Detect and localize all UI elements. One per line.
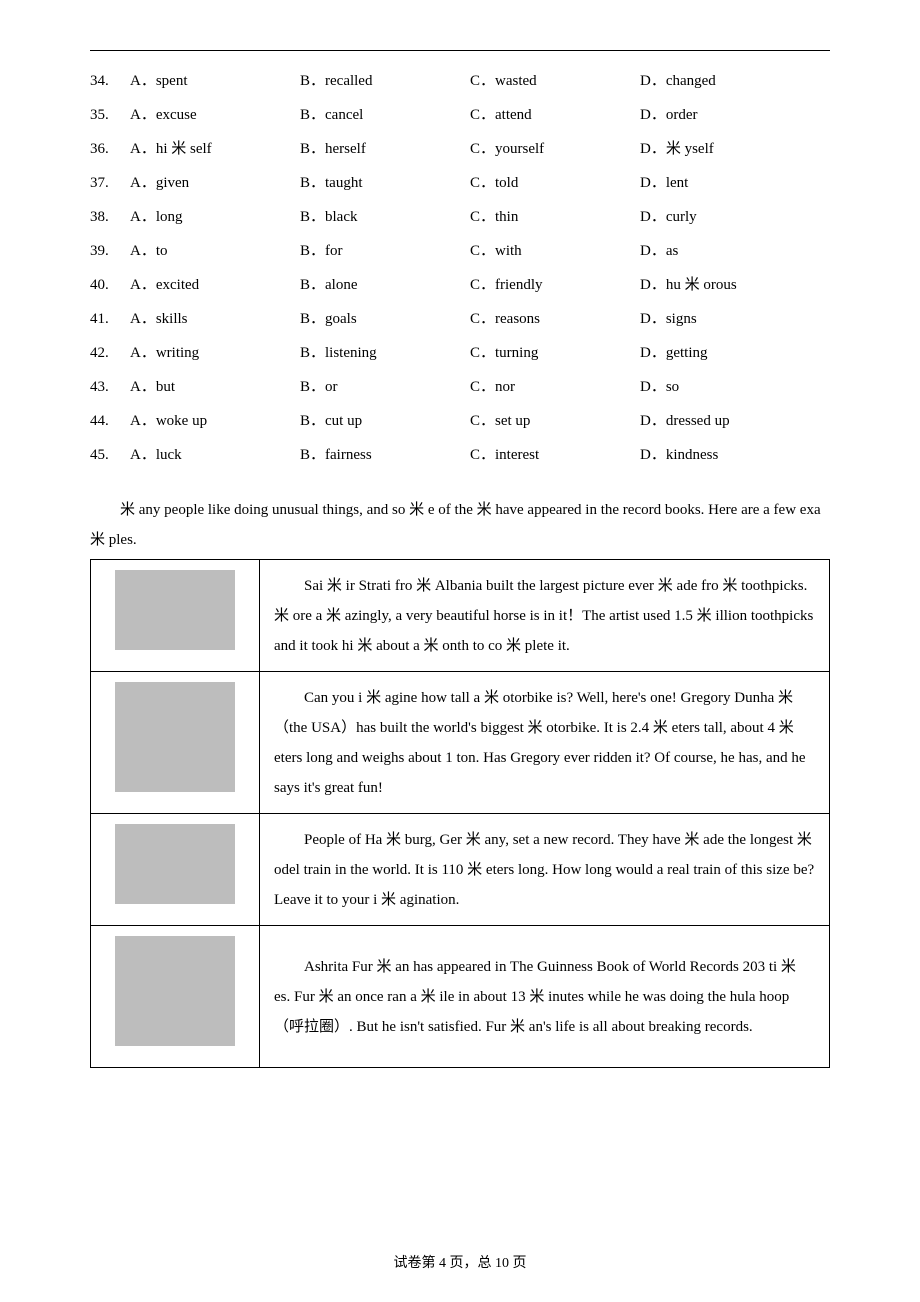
- mc-option-a: A．hi 米 self: [130, 137, 300, 161]
- mc-option-a: A．given: [130, 171, 300, 195]
- record-image-cell: [91, 814, 260, 926]
- mc-row: 39. A．to B．for C．with D．as: [90, 239, 830, 263]
- record-text-cell: People of Ha 米 burg, Ger 米 any, set a ne…: [260, 814, 830, 926]
- mc-option-c: C．nor: [470, 375, 640, 399]
- mc-option-d: D．getting: [640, 341, 810, 365]
- record-image-cell: [91, 672, 260, 814]
- mc-option-b: B．goals: [300, 307, 470, 331]
- mc-option-a: A．woke up: [130, 409, 300, 433]
- mc-option-a: A．spent: [130, 69, 300, 93]
- mc-option-c: C．reasons: [470, 307, 640, 331]
- multiple-choice-block: 34. A．spent B．recalled C．wasted D．change…: [90, 69, 830, 467]
- page: 34. A．spent B．recalled C．wasted D．change…: [0, 0, 920, 1302]
- passage-intro-text: 米 any people like doing unusual things, …: [90, 495, 830, 555]
- page-footer: 试卷第 4 页，总 10 页: [0, 1252, 920, 1272]
- mc-number: 45.: [90, 443, 130, 467]
- mc-row: 44. A．woke up B．cut up C．set up D．dresse…: [90, 409, 830, 433]
- mc-number: 37.: [90, 171, 130, 195]
- mc-option-b: B．black: [300, 205, 470, 229]
- mc-option-c: C．interest: [470, 443, 640, 467]
- record-image-icon: [115, 682, 235, 792]
- mc-number: 44.: [90, 409, 130, 433]
- mc-option-b: B．alone: [300, 273, 470, 297]
- mc-number: 40.: [90, 273, 130, 297]
- records-table: Sai 米 ir Strati fro 米 Albania built the …: [90, 559, 830, 1068]
- mc-row: 34. A．spent B．recalled C．wasted D．change…: [90, 69, 830, 93]
- mc-row: 37. A．given B．taught C．told D．lent: [90, 171, 830, 195]
- mc-number: 34.: [90, 69, 130, 93]
- mc-option-c: C．friendly: [470, 273, 640, 297]
- mc-option-c: C．wasted: [470, 69, 640, 93]
- mc-option-a: A．skills: [130, 307, 300, 331]
- record-text-cell: Sai 米 ir Strati fro 米 Albania built the …: [260, 560, 830, 672]
- table-row: Can you i 米 agine how tall a 米 otorbike …: [91, 672, 830, 814]
- mc-option-b: B．recalled: [300, 69, 470, 93]
- mc-row: 43. A．but B．or C．nor D．so: [90, 375, 830, 399]
- mc-option-a: A．writing: [130, 341, 300, 365]
- record-image-icon: [115, 570, 235, 650]
- record-image-icon: [115, 824, 235, 904]
- mc-option-d: D．米 yself: [640, 137, 810, 161]
- table-row: People of Ha 米 burg, Ger 米 any, set a ne…: [91, 814, 830, 926]
- record-image-cell: [91, 560, 260, 672]
- mc-number: 42.: [90, 341, 130, 365]
- mc-option-c: C．turning: [470, 341, 640, 365]
- table-row: Ashrita Fur 米 an has appeared in The Gui…: [91, 926, 830, 1068]
- mc-option-d: D．so: [640, 375, 810, 399]
- mc-option-b: B．listening: [300, 341, 470, 365]
- mc-row: 42. A．writing B．listening C．turning D．ge…: [90, 341, 830, 365]
- table-row: Sai 米 ir Strati fro 米 Albania built the …: [91, 560, 830, 672]
- mc-option-a: A．luck: [130, 443, 300, 467]
- mc-option-b: B．for: [300, 239, 470, 263]
- mc-option-c: C．told: [470, 171, 640, 195]
- top-rule: [90, 50, 830, 51]
- mc-option-b: B．herself: [300, 137, 470, 161]
- mc-option-a: A．long: [130, 205, 300, 229]
- mc-row: 36. A．hi 米 self B．herself C．yourself D．米…: [90, 137, 830, 161]
- mc-option-d: D．hu 米 orous: [640, 273, 810, 297]
- mc-row: 41. A．skills B．goals C．reasons D．signs: [90, 307, 830, 331]
- mc-option-c: C．set up: [470, 409, 640, 433]
- record-text: Can you i 米 agine how tall a 米 otorbike …: [274, 683, 815, 803]
- record-text: Ashrita Fur 米 an has appeared in The Gui…: [274, 952, 815, 1042]
- mc-option-d: D．lent: [640, 171, 810, 195]
- mc-row: 35. A．excuse B．cancel C．attend D．order: [90, 103, 830, 127]
- mc-option-a: A．to: [130, 239, 300, 263]
- mc-option-c: C．yourself: [470, 137, 640, 161]
- record-text-cell: Can you i 米 agine how tall a 米 otorbike …: [260, 672, 830, 814]
- record-image-icon: [115, 936, 235, 1046]
- mc-option-b: B．or: [300, 375, 470, 399]
- mc-option-b: B．cut up: [300, 409, 470, 433]
- mc-option-c: C．thin: [470, 205, 640, 229]
- mc-number: 36.: [90, 137, 130, 161]
- mc-option-a: A．excited: [130, 273, 300, 297]
- mc-row: 45. A．luck B．fairness C．interest D．kindn…: [90, 443, 830, 467]
- record-text-cell: Ashrita Fur 米 an has appeared in The Gui…: [260, 926, 830, 1068]
- mc-number: 41.: [90, 307, 130, 331]
- mc-option-d: D．dressed up: [640, 409, 810, 433]
- mc-option-b: B．fairness: [300, 443, 470, 467]
- passage-intro: 米 any people like doing unusual things, …: [90, 495, 830, 555]
- mc-option-a: A．but: [130, 375, 300, 399]
- record-text: Sai 米 ir Strati fro 米 Albania built the …: [274, 571, 815, 661]
- mc-option-b: B．cancel: [300, 103, 470, 127]
- mc-option-c: C．attend: [470, 103, 640, 127]
- mc-number: 39.: [90, 239, 130, 263]
- mc-option-d: D．signs: [640, 307, 810, 331]
- mc-option-d: D．curly: [640, 205, 810, 229]
- mc-option-d: D．as: [640, 239, 810, 263]
- mc-number: 38.: [90, 205, 130, 229]
- mc-option-d: D．order: [640, 103, 810, 127]
- mc-option-b: B．taught: [300, 171, 470, 195]
- record-text: People of Ha 米 burg, Ger 米 any, set a ne…: [274, 825, 815, 915]
- record-image-cell: [91, 926, 260, 1068]
- mc-number: 43.: [90, 375, 130, 399]
- mc-option-a: A．excuse: [130, 103, 300, 127]
- mc-number: 35.: [90, 103, 130, 127]
- mc-option-d: D．changed: [640, 69, 810, 93]
- mc-option-d: D．kindness: [640, 443, 810, 467]
- mc-row: 38. A．long B．black C．thin D．curly: [90, 205, 830, 229]
- mc-option-c: C．with: [470, 239, 640, 263]
- mc-row: 40. A．excited B．alone C．friendly D．hu 米 …: [90, 273, 830, 297]
